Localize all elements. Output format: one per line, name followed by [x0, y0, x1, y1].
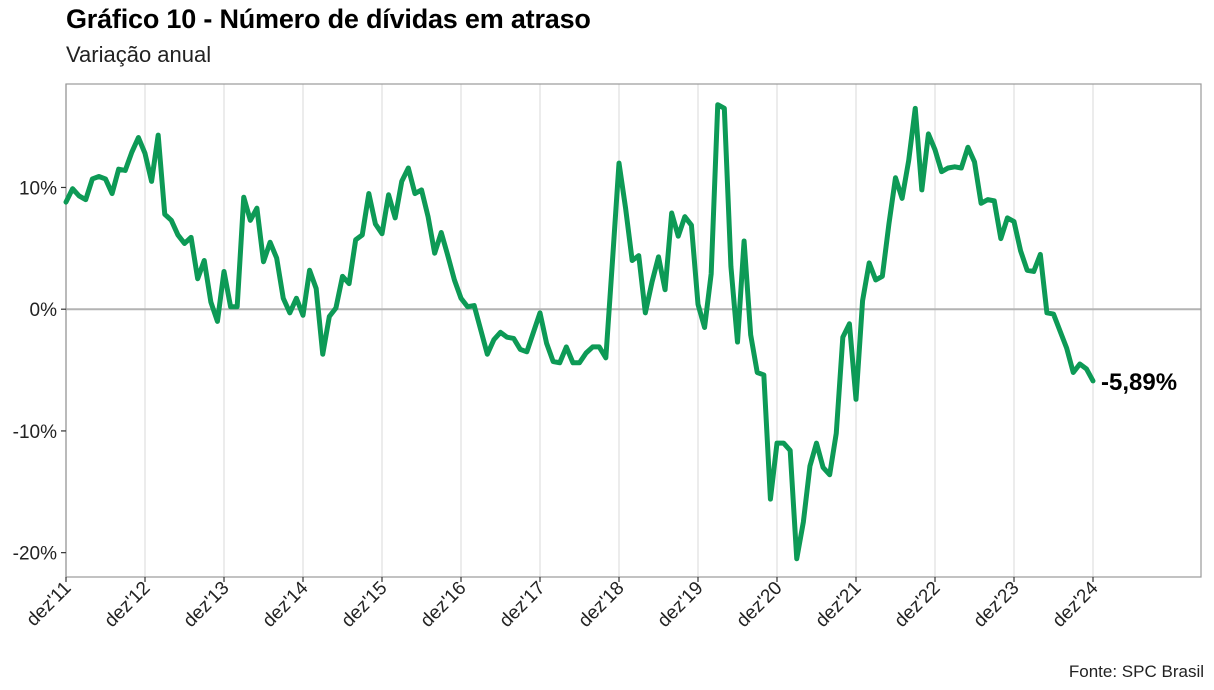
y-tick-label: -20%	[13, 544, 57, 565]
end-value-label: -5,89%	[1101, 369, 1177, 396]
x-tick-label: dez'12	[101, 578, 155, 632]
x-tick-label: dez'23	[970, 578, 1024, 632]
gridlines	[65, 84, 1094, 577]
chart-title: Gráfico 10 - Número de dívidas em atraso	[66, 4, 591, 34]
y-tick-label: 0%	[30, 300, 58, 321]
x-tick-label: dez'14	[259, 577, 313, 631]
x-tick-label: dez'13	[180, 578, 234, 632]
x-tick-label: dez'15	[338, 578, 392, 632]
x-tick-label: dez'16	[417, 578, 471, 632]
x-tick-label: dez'19	[654, 578, 708, 632]
x-tick-label: dez'11	[23, 578, 76, 631]
x-tick-label: dez'20	[733, 578, 787, 632]
x-tick-label: dez'24	[1049, 577, 1103, 631]
x-tick-label: dez'22	[891, 578, 945, 632]
x-axis: dez'11 dez'12 dez'13 dez'14 dez'15 dez'16 dez'…	[23, 577, 1103, 632]
y-axis: -20% -10% 0% 10%	[13, 178, 66, 565]
source-note: Fonte: SPC Brasil	[1068, 662, 1204, 681]
x-tick-label: dez'17	[496, 578, 550, 632]
chart-subtitle: Variação anual	[66, 42, 212, 67]
y-tick-label: -10%	[13, 422, 57, 443]
y-tick-label: 10%	[19, 178, 57, 199]
plot-frame	[65, 83, 1202, 578]
x-tick-label: dez'21	[812, 578, 866, 632]
x-tick-label: dez'18	[575, 578, 629, 632]
series-line	[63, 102, 1096, 562]
